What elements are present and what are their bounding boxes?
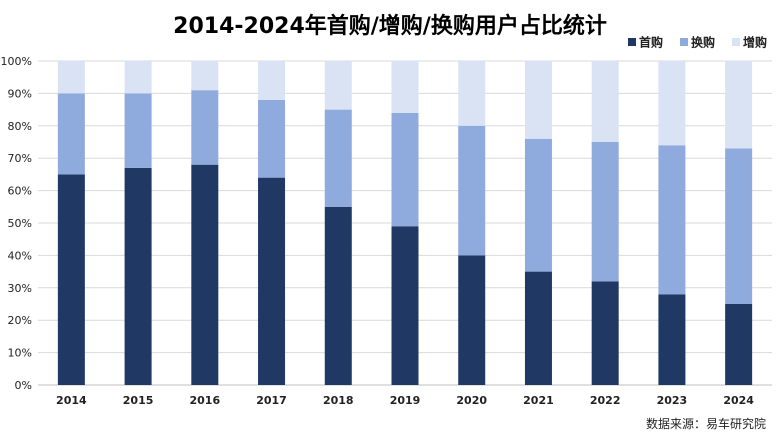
bar-2021-series-0 bbox=[524, 271, 552, 385]
y-tick-label: 70% bbox=[8, 152, 32, 165]
y-tick-label: 90% bbox=[8, 87, 32, 100]
bar-2017-series-1 bbox=[258, 99, 286, 178]
bar-2020-series-2 bbox=[458, 61, 486, 126]
bar-2020-series-1 bbox=[458, 125, 486, 256]
bar-2020-series-0 bbox=[458, 255, 486, 385]
legend-label-0: 首购 bbox=[639, 35, 663, 50]
bar-2019-series-2 bbox=[391, 61, 419, 113]
bar-2018-series-2 bbox=[324, 61, 352, 110]
bar-2014-series-0 bbox=[57, 174, 85, 385]
bar-2023-series-0 bbox=[658, 294, 686, 385]
bar-2016-series-2 bbox=[191, 61, 219, 91]
legend-label-1: 换购 bbox=[691, 35, 715, 50]
bar-2018-series-1 bbox=[324, 109, 352, 207]
x-tick-label: 2021 bbox=[523, 394, 554, 407]
x-tick-label: 2022 bbox=[590, 394, 621, 407]
bar-2024-series-1 bbox=[725, 148, 753, 304]
chart-title: 2014-2024年首购/增购/换购用户占比统计 bbox=[173, 14, 607, 39]
x-tick-label: 2014 bbox=[56, 394, 87, 407]
y-tick-label: 10% bbox=[8, 347, 32, 360]
bar-2024-series-0 bbox=[725, 304, 753, 385]
y-tick-label: 20% bbox=[8, 314, 32, 327]
x-tick-label: 2017 bbox=[256, 394, 287, 407]
x-tick-label: 2016 bbox=[190, 394, 221, 407]
x-tick-label: 2020 bbox=[456, 394, 487, 407]
y-tick-label: 30% bbox=[8, 282, 32, 295]
y-tick-label: 40% bbox=[8, 249, 32, 262]
x-tick-label: 2024 bbox=[723, 394, 754, 407]
y-tick-label: 50% bbox=[8, 217, 32, 230]
bar-2018-series-0 bbox=[324, 206, 352, 385]
bar-2017-series-2 bbox=[258, 61, 286, 100]
x-tick-label: 2018 bbox=[323, 394, 354, 407]
y-tick-label: 60% bbox=[8, 185, 32, 198]
bar-2021-series-1 bbox=[524, 138, 552, 272]
bar-2015-series-1 bbox=[124, 93, 152, 168]
bar-2023-series-2 bbox=[658, 61, 686, 146]
bar-2021-series-2 bbox=[524, 61, 552, 139]
bar-2024-series-2 bbox=[725, 61, 753, 149]
bar-2015-series-0 bbox=[124, 167, 152, 385]
x-tick-label: 2019 bbox=[390, 394, 421, 407]
bar-2019-series-0 bbox=[391, 226, 419, 385]
bar-2017-series-0 bbox=[258, 177, 286, 385]
bar-2019-series-1 bbox=[391, 112, 419, 227]
bar-2014-series-2 bbox=[57, 61, 85, 94]
x-tick-label: 2015 bbox=[123, 394, 154, 407]
bar-2022-series-1 bbox=[591, 142, 619, 282]
y-tick-label: 0% bbox=[15, 379, 32, 392]
y-tick-label: 100% bbox=[1, 55, 32, 68]
legend-swatch-1 bbox=[680, 38, 688, 46]
data-source: 数据来源：易车研究院 bbox=[645, 417, 766, 431]
legend-swatch-0 bbox=[628, 38, 636, 46]
legend-swatch-2 bbox=[732, 38, 740, 46]
bar-2022-series-2 bbox=[591, 61, 619, 142]
bar-2014-series-1 bbox=[57, 93, 85, 175]
legend-label-2: 增购 bbox=[743, 35, 767, 50]
bar-2023-series-1 bbox=[658, 145, 686, 295]
bar-2015-series-2 bbox=[124, 61, 152, 94]
bar-2016-series-1 bbox=[191, 90, 219, 165]
bar-2016-series-0 bbox=[191, 164, 219, 385]
bar-2022-series-0 bbox=[591, 281, 619, 385]
x-tick-label: 2023 bbox=[657, 394, 688, 407]
y-tick-label: 80% bbox=[8, 120, 32, 133]
